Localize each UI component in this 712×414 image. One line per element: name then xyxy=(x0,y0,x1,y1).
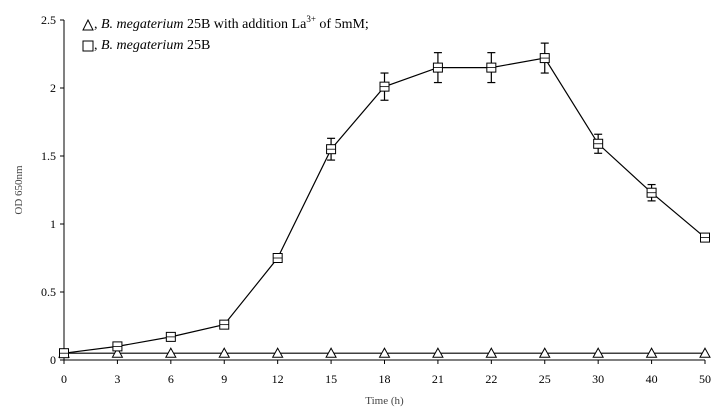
x-tick-label: 21 xyxy=(432,372,444,386)
triangle-point xyxy=(164,347,177,358)
x-tick-label: 50 xyxy=(699,372,711,386)
triangle-point xyxy=(378,347,391,358)
legend-tail: of 5mM; xyxy=(315,17,369,32)
x-tick-label: 12 xyxy=(272,372,284,386)
triangle-point xyxy=(325,347,337,358)
triangle-point xyxy=(111,347,124,358)
x-tick-label: 40 xyxy=(646,372,658,386)
x-tick-label: 0 xyxy=(61,372,67,386)
legend-species: B. megaterium xyxy=(101,38,184,53)
x-tick-label: 15 xyxy=(325,372,337,386)
triangle-marker-icon xyxy=(82,18,94,31)
legend-species: B. megaterium xyxy=(101,17,184,32)
x-tick-label: 22 xyxy=(485,372,497,386)
triangle-point xyxy=(699,347,711,358)
legend-entry-triangle: , B. megaterium 25B with addition La3+ o… xyxy=(82,14,369,34)
x-tick-label: 25 xyxy=(539,372,551,386)
y-tick-label: 0.5 xyxy=(41,285,56,299)
legend-strain: 25B xyxy=(183,38,211,53)
legend-strain: 25B with addition La xyxy=(183,17,307,32)
series-line-2 xyxy=(63,57,706,354)
x-tick-label: 18 xyxy=(379,372,391,386)
y-tick-label: 1 xyxy=(50,217,56,231)
triangle-point xyxy=(271,347,284,358)
x-tick-label: 6 xyxy=(168,372,174,386)
y-tick-label: 0 xyxy=(50,353,56,367)
triangle-point xyxy=(592,347,605,358)
y-tick-label: 2.5 xyxy=(41,13,56,27)
legend-superscript: 3+ xyxy=(306,14,316,24)
legend-entry-square: , B. megaterium 25B xyxy=(82,37,210,55)
y-tick-label: 2 xyxy=(50,81,56,95)
x-axis-title: Time (h) xyxy=(365,395,404,407)
triangle-point xyxy=(538,347,551,358)
triangle-point xyxy=(645,347,658,358)
x-tick-label: 3 xyxy=(114,372,120,386)
y-tick-label: 1.5 xyxy=(41,149,56,163)
triangle-point xyxy=(218,347,231,358)
square-marker-icon xyxy=(82,40,94,52)
triangle-point xyxy=(432,347,444,358)
x-tick-label: 9 xyxy=(221,372,227,386)
y-axis-title: OD 650nm xyxy=(13,165,25,215)
triangle-point xyxy=(485,347,498,358)
x-tick-label: 30 xyxy=(592,372,604,386)
